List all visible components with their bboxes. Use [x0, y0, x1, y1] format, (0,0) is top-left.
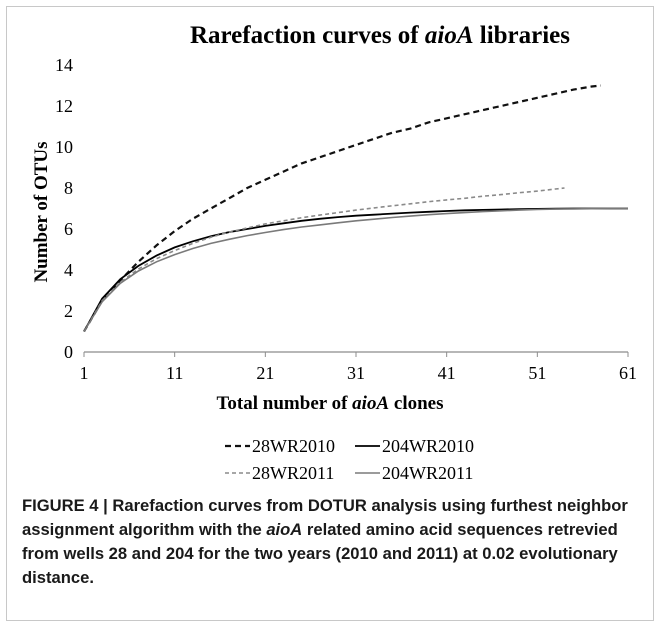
y-tick-label: 10 — [55, 137, 73, 157]
figure-caption: FIGURE 4 | Rarefaction curves from DOTUR… — [22, 496, 628, 587]
x-tick-label: 21 — [256, 363, 274, 383]
x-tick-label: 11 — [166, 363, 183, 383]
legend-label-28WR2010: 28WR2010 — [252, 436, 335, 456]
y-tick-label: 6 — [64, 219, 73, 239]
x-tick-label: 31 — [347, 363, 365, 383]
chart-title: Rarefaction curves of aioA libraries — [189, 22, 571, 49]
x-tick-label: 1 — [80, 363, 89, 383]
figure-frame — [6, 6, 654, 621]
series-line-28WR2011 — [83, 187, 565, 332]
x-tick-label: 61 — [619, 363, 637, 383]
x-tick-label: 51 — [528, 363, 546, 383]
y-tick-label: 12 — [55, 96, 73, 116]
series-line-204WR2011 — [83, 207, 628, 332]
y-tick-label: 0 — [64, 342, 73, 362]
y-tick-label: 2 — [64, 301, 73, 321]
y-tick-label: 14 — [55, 55, 73, 75]
series-line-28WR2010 — [83, 84, 601, 333]
series-line-204WR2010 — [83, 207, 628, 332]
legend-label-204WR2010: 204WR2010 — [382, 436, 474, 456]
legend-label-28WR2011: 28WR2011 — [252, 463, 334, 483]
legend-label-204WR2011: 204WR2011 — [382, 463, 473, 483]
x-tick-label: 41 — [438, 363, 456, 383]
y-tick-label: 8 — [64, 178, 73, 198]
y-tick-label: 4 — [64, 260, 73, 280]
